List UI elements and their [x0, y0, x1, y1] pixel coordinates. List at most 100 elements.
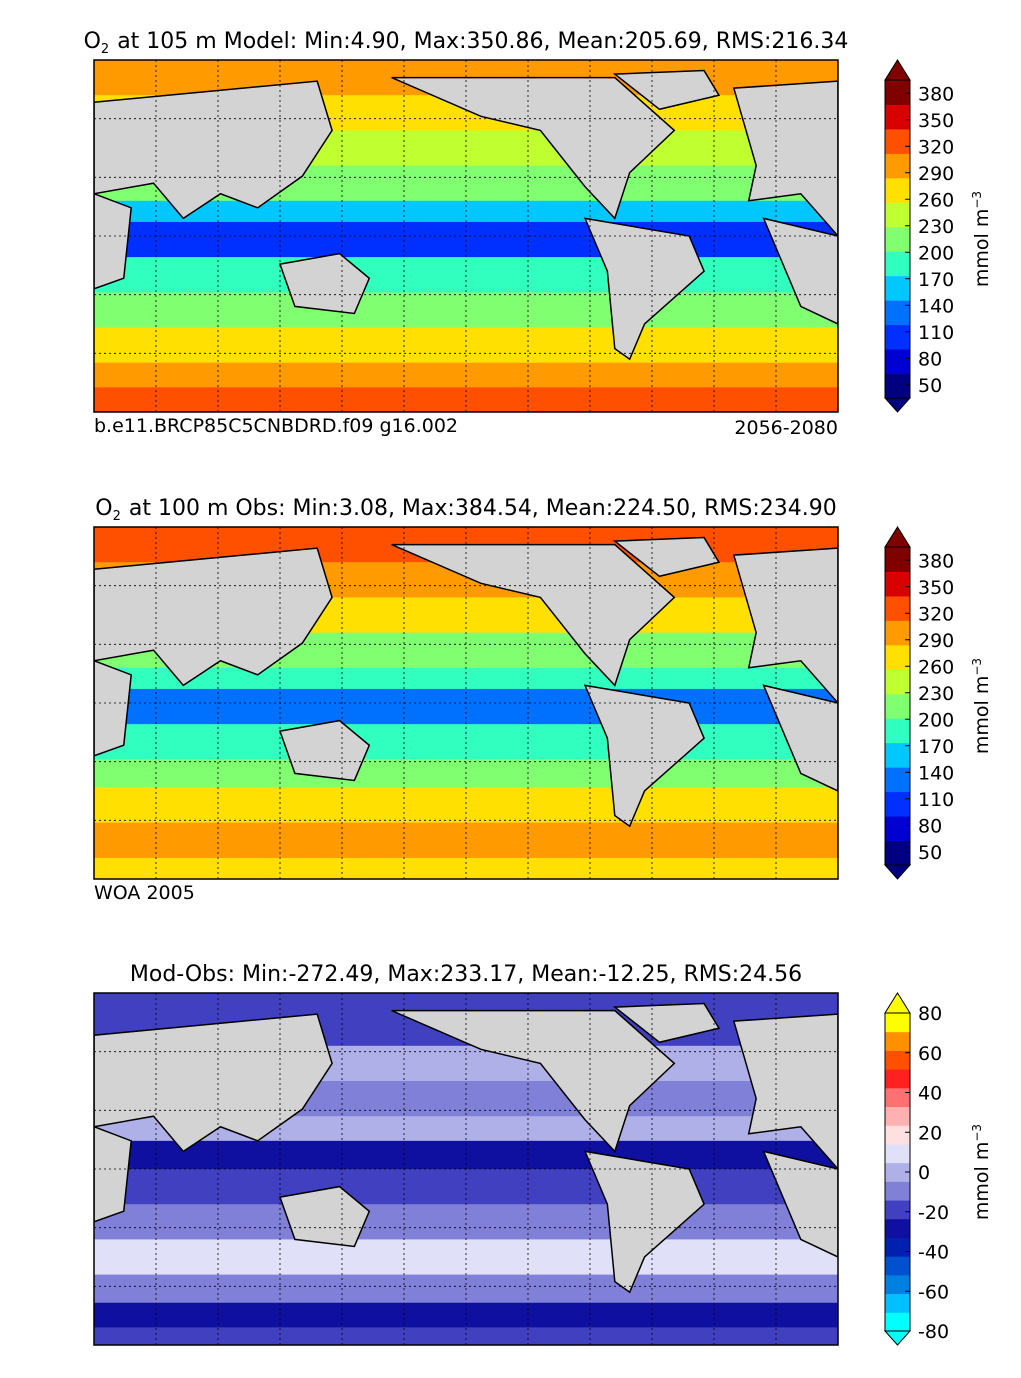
colorbar-tick-label: 170: [918, 269, 954, 291]
footer-left: b.e11.BRCP85C5CNBDRD.f09 g16.002: [94, 415, 458, 437]
land: [278, 252, 371, 315]
title-text: Mod-Obs: Min:-272.49, Max:233.17, Mean:-…: [130, 962, 802, 987]
colorbar-tick-label: 380: [918, 83, 954, 105]
land: [278, 1185, 371, 1248]
colorbar-tick-label: -20: [918, 1202, 949, 1224]
colorbar-band: [885, 104, 910, 130]
colorbar-frame: [884, 546, 911, 866]
colorbar-band: [885, 226, 910, 252]
colorbar-band: [885, 644, 910, 670]
colorbar-band: [885, 693, 910, 719]
colorbar-tick-label: 40: [918, 1083, 942, 1105]
colorbar-band: [885, 620, 910, 646]
colorbar-band: [885, 1125, 910, 1145]
colorbar-arrow-bottom: [883, 397, 912, 413]
colorbar-band: [885, 1312, 910, 1332]
land: [391, 76, 676, 220]
colorbar-tick-label: 140: [918, 295, 954, 317]
colorbar-tick-label: 350: [918, 577, 954, 599]
map-frame: [93, 59, 839, 413]
colorbar-tick-label: -60: [918, 1281, 949, 1303]
colorbar-band: [885, 1106, 910, 1126]
colorbar-band: [885, 1162, 910, 1182]
ocean-band: [94, 221, 838, 258]
colorbar-arrow-bottom: [883, 864, 912, 880]
title-subscript: 2: [101, 42, 109, 57]
map-frame: [93, 992, 839, 1346]
colorbar-band: [885, 1087, 910, 1108]
colorbar-tick-label: 320: [918, 136, 954, 158]
colorbar-tick-label: 20: [918, 1122, 942, 1144]
land: [94, 659, 133, 757]
colorbar-band: [885, 80, 910, 105]
footer-right: 2056-2080: [734, 417, 838, 439]
colorbar-arrow-top: [884, 992, 911, 1014]
land: [278, 719, 371, 782]
land: [583, 1150, 705, 1294]
colorbar-tick-label: 320: [918, 603, 954, 625]
panel: O2 at 105 m Model: Min:4.90, Max:350.86, …: [84, 29, 993, 439]
colorbar-band: [885, 1218, 910, 1238]
colorbar-tick-label: 230: [918, 216, 954, 238]
title-subscript: 2: [113, 509, 121, 524]
colorbar-tick-label: 60: [918, 1043, 942, 1065]
land: [94, 547, 333, 687]
map: [94, 993, 838, 1345]
land: [94, 1013, 333, 1153]
colorbar-band: [885, 718, 910, 744]
land: [94, 80, 333, 220]
land: [94, 192, 133, 290]
colorbar-label-unit: mmol m: [971, 676, 993, 754]
colorbar-band: [885, 251, 910, 277]
colorbar-tick-label: 260: [918, 189, 954, 211]
colorbar-band: [885, 300, 910, 326]
colorbar-tick-label: 200: [918, 242, 954, 264]
colorbar-band: [885, 1237, 910, 1257]
colorbar-band: [885, 767, 910, 793]
land: [732, 547, 838, 705]
title-text: at 105 m Model: Min:4.90, Max:350.86, Me…: [117, 29, 848, 54]
land: [583, 217, 705, 361]
colorbar-tick-label: -40: [918, 1242, 949, 1264]
colorbar-tick-label: 50: [918, 842, 942, 864]
colorbar-band: [885, 595, 910, 621]
colorbar-label: mmol m−3: [970, 191, 993, 287]
colorbar-band: [885, 128, 910, 154]
colorbar-band: [885, 816, 910, 842]
colorbar-band: [885, 1031, 910, 1051]
land: [732, 1013, 838, 1171]
colorbar-label-exponent: −3: [970, 191, 984, 209]
colorbar-label: mmol m−3: [970, 658, 993, 754]
colorbar-tick-label: -80: [918, 1321, 949, 1343]
colorbar-tick-label: 80: [918, 815, 942, 837]
colorbar-band: [885, 275, 910, 301]
land: [94, 1125, 133, 1223]
panel: Mod-Obs: Min:-272.49, Max:233.17, Mean:-…: [93, 962, 993, 1346]
colorbar-band: [885, 742, 910, 768]
colorbar-label-exponent: −3: [970, 1124, 984, 1142]
land: [612, 536, 721, 578]
colorbar-band: [885, 177, 910, 203]
land: [612, 69, 721, 111]
colorbar-tick-label: 140: [918, 762, 954, 784]
colorbar-band: [885, 571, 910, 597]
title-species: O: [84, 29, 101, 54]
map: [94, 60, 838, 412]
land: [762, 217, 838, 325]
colorbar-tick-label: 290: [918, 630, 954, 652]
ocean-band: [94, 688, 838, 725]
colorbar-band: [885, 791, 910, 817]
land: [762, 1150, 838, 1258]
colorbar-tick-label: 290: [918, 163, 954, 185]
colorbar-band: [885, 1256, 910, 1276]
ocean-band: [94, 724, 838, 760]
colorbar-band: [885, 840, 910, 866]
ocean-band: [94, 1327, 838, 1345]
ocean-band: [94, 1140, 838, 1170]
colorbar-arrow-top: [884, 526, 911, 548]
colorbar-tick-label: 110: [918, 322, 954, 344]
colorbar-band: [885, 547, 910, 572]
colorbar-tick-label: 0: [918, 1162, 930, 1184]
title-text: at 100 m Obs: Min:3.08, Max:384.54, Mean…: [129, 496, 837, 521]
